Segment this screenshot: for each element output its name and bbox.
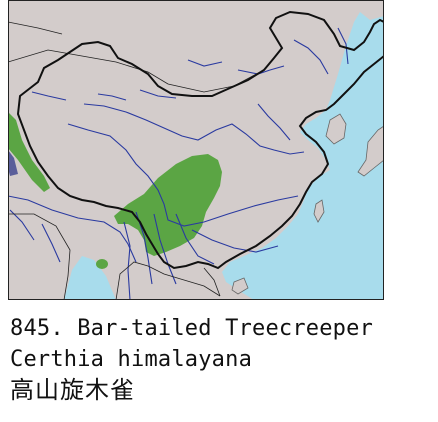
map-border xyxy=(8,0,384,300)
range-area-main xyxy=(114,154,222,256)
range-area-myanmar xyxy=(96,259,108,269)
country-borders xyxy=(8,21,261,300)
korea-peninsula xyxy=(325,113,347,145)
taiwan xyxy=(313,199,325,223)
scientific-name: Certhia himalayana xyxy=(10,347,253,372)
range-area-alt xyxy=(8,150,18,176)
range-area-west xyxy=(8,112,50,192)
land xyxy=(8,0,384,300)
bay-of-bengal xyxy=(64,256,116,300)
species-number-title: 845. Bar-tailed Treecreeper xyxy=(10,316,374,341)
rivers xyxy=(8,27,349,300)
china-border xyxy=(16,10,384,270)
hainan xyxy=(231,277,249,295)
distribution-map xyxy=(8,0,384,300)
japan-islands xyxy=(357,125,384,177)
chinese-name: 高山旋木雀 xyxy=(10,376,135,404)
